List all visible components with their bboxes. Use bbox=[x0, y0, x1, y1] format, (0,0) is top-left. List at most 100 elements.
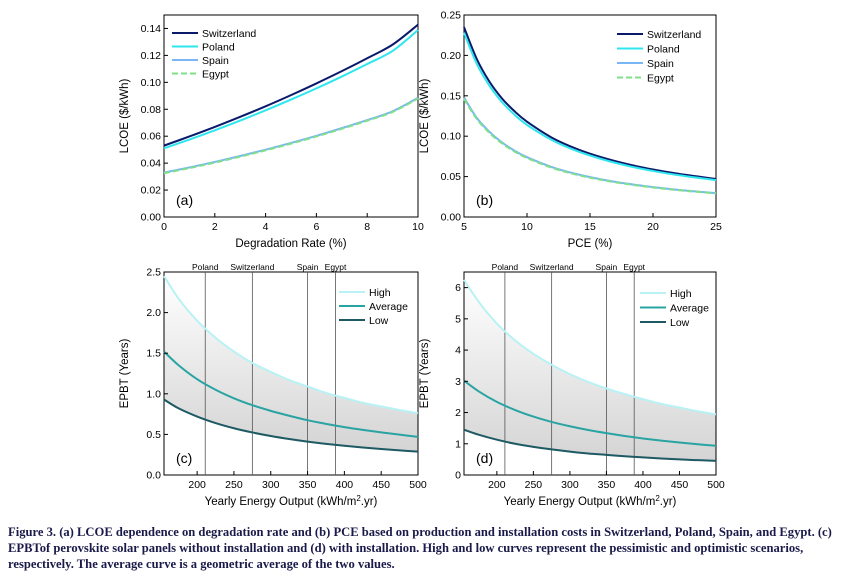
marker-label-poland: Poland bbox=[192, 262, 219, 272]
y-tick-label: 0.10 bbox=[141, 77, 162, 89]
legend-label-high: High bbox=[369, 287, 391, 299]
y-tick-label: 0.15 bbox=[441, 90, 462, 102]
x-tick-label: 25 bbox=[710, 221, 722, 233]
legend-label-switzerland: Switzerland bbox=[202, 28, 256, 40]
y-axis-label: LCOE ($/kWh) bbox=[419, 78, 431, 153]
x-tick-label: 500 bbox=[409, 479, 427, 491]
x-axis-label: Yearly Energy Output (kWh/m2.yr) bbox=[205, 494, 378, 508]
figure-caption: Figure 3. (a) LCOE dependence on degrada… bbox=[8, 524, 844, 572]
shaded-band bbox=[464, 279, 716, 461]
y-tick-label: 0.04 bbox=[141, 158, 162, 170]
x-tick-label: 0 bbox=[161, 221, 167, 233]
x-tick-label: 300 bbox=[561, 479, 579, 491]
x-tick-label: 300 bbox=[262, 479, 280, 491]
y-tick-label: 0.08 bbox=[141, 104, 162, 116]
legend-label-average: Average bbox=[670, 303, 709, 315]
legend-label-egypt: Egypt bbox=[202, 69, 229, 81]
y-tick-label: 0.02 bbox=[141, 185, 162, 197]
legend-label-switzerland: Switzerland bbox=[647, 29, 701, 41]
y-axis-label: LCOE ($/kWh) bbox=[119, 78, 131, 153]
y-tick-label: 1.0 bbox=[146, 388, 161, 400]
y-tick-label: 0.14 bbox=[141, 23, 162, 35]
x-axis-label: Degradation Rate (%) bbox=[235, 238, 346, 250]
panel-label: (a) bbox=[176, 192, 193, 208]
legend-label-spain: Spain bbox=[647, 58, 674, 70]
series-line-poland bbox=[463, 32, 717, 182]
y-tick-label: 3 bbox=[455, 376, 461, 388]
y-tick-label: 6 bbox=[455, 282, 461, 294]
legend-label-low: Low bbox=[369, 315, 389, 327]
y-tick-label: 1.5 bbox=[146, 348, 161, 360]
x-tick-label: 10 bbox=[521, 221, 533, 233]
x-axis-label-sup: 2 bbox=[655, 494, 660, 503]
plot-frame bbox=[163, 14, 419, 218]
x-tick-label: 5 bbox=[461, 221, 467, 233]
legend-label-spain: Spain bbox=[202, 55, 229, 67]
plot-frame bbox=[463, 271, 717, 476]
x-axis-label-end: .yr) bbox=[660, 496, 677, 508]
x-tick-label: 200 bbox=[488, 479, 506, 491]
marker-label-egypt: Egypt bbox=[325, 262, 347, 272]
series-line-average bbox=[163, 350, 419, 438]
y-tick-label: 5 bbox=[455, 313, 461, 325]
x-tick-label: 450 bbox=[372, 479, 390, 491]
marker-label-switzerland: Switzerland bbox=[230, 262, 274, 272]
series-line-egypt bbox=[163, 97, 419, 175]
legend-label-high: High bbox=[670, 288, 692, 300]
x-axis-label-end: .yr) bbox=[361, 496, 378, 508]
x-tick-label: 500 bbox=[707, 479, 725, 491]
chart-panel-a: 0 2 4 6 8 10 0.00 0.02 0.04 0.06 0.08 0.10 0.12 0.14 D… bbox=[119, 14, 424, 250]
y-tick-label: 0.10 bbox=[441, 131, 462, 143]
x-tick-label: 15 bbox=[584, 221, 596, 233]
x-tick-label: 250 bbox=[225, 479, 243, 491]
x-tick-label: 350 bbox=[598, 479, 616, 491]
y-tick-label: 1 bbox=[455, 438, 461, 450]
x-tick-label: 200 bbox=[188, 479, 206, 491]
chart-panel-b: 5 10 15 20 25 0.00 0.05 0.10 0.15 0.20 0.25 PCE (%)… bbox=[419, 10, 722, 251]
marker-label-spain: Spain bbox=[596, 262, 618, 272]
panel-label: (c) bbox=[176, 450, 192, 466]
y-tick-label: 4 bbox=[455, 345, 461, 357]
y-tick-label: 0 bbox=[455, 470, 461, 482]
series-line-high bbox=[463, 279, 717, 416]
series-line-switzerland bbox=[163, 23, 419, 147]
y-tick-label: 0.06 bbox=[141, 131, 162, 143]
legend-label-poland: Poland bbox=[647, 44, 680, 56]
series-line-low bbox=[463, 428, 717, 462]
y-tick-label: 2.0 bbox=[146, 307, 161, 319]
legend-label-low: Low bbox=[670, 317, 690, 329]
x-tick-label: 400 bbox=[634, 479, 652, 491]
x-tick-label: 8 bbox=[364, 221, 370, 233]
y-tick-label: 2 bbox=[455, 407, 461, 419]
y-axis-label: EPBT (Years) bbox=[119, 338, 131, 408]
x-axis-label-sup: 2 bbox=[356, 494, 361, 503]
marker-label-poland: Poland bbox=[492, 262, 519, 272]
caption-text: (a) LCOE dependence on degradation rate … bbox=[8, 525, 832, 571]
y-tick-label: 0.00 bbox=[141, 212, 162, 224]
series-line-average bbox=[463, 379, 717, 447]
plot-frame bbox=[163, 271, 419, 476]
figure-panels: 0 2 4 6 8 100.000.020.040.060.080.100.120.14D… bbox=[119, 10, 725, 509]
series-line-poland bbox=[163, 29, 419, 150]
x-tick-label: 350 bbox=[299, 479, 317, 491]
y-axis-label: EPBT (Years) bbox=[419, 338, 431, 408]
marker-label-egypt: Egypt bbox=[623, 262, 645, 272]
y-tick-label: 0.25 bbox=[441, 10, 462, 22]
marker-label-spain: Spain bbox=[297, 262, 319, 272]
x-tick-label: 250 bbox=[525, 479, 543, 491]
y-tick-label: 0.0 bbox=[146, 470, 161, 482]
x-tick-label: 450 bbox=[671, 479, 689, 491]
x-tick-label: 20 bbox=[647, 221, 659, 233]
chart-panel-c: Poland Switzerland Spain Egypt 200 250 300 350 4… bbox=[119, 262, 427, 508]
series-line-egypt bbox=[463, 98, 717, 195]
legend-label-poland: Poland bbox=[202, 42, 235, 54]
x-tick-label: 10 bbox=[412, 221, 424, 233]
series-line-high bbox=[163, 275, 419, 415]
x-tick-label: 2 bbox=[212, 221, 218, 233]
y-tick-label: 2.5 bbox=[146, 267, 161, 279]
x-tick-label: 4 bbox=[263, 221, 269, 233]
x-axis-label: PCE (%) bbox=[568, 238, 613, 250]
y-tick-label: 0.5 bbox=[146, 429, 161, 441]
y-tick-label: 0.12 bbox=[141, 50, 162, 62]
x-axis-label: Yearly Energy Output (kWh/m2.yr) bbox=[504, 494, 677, 508]
